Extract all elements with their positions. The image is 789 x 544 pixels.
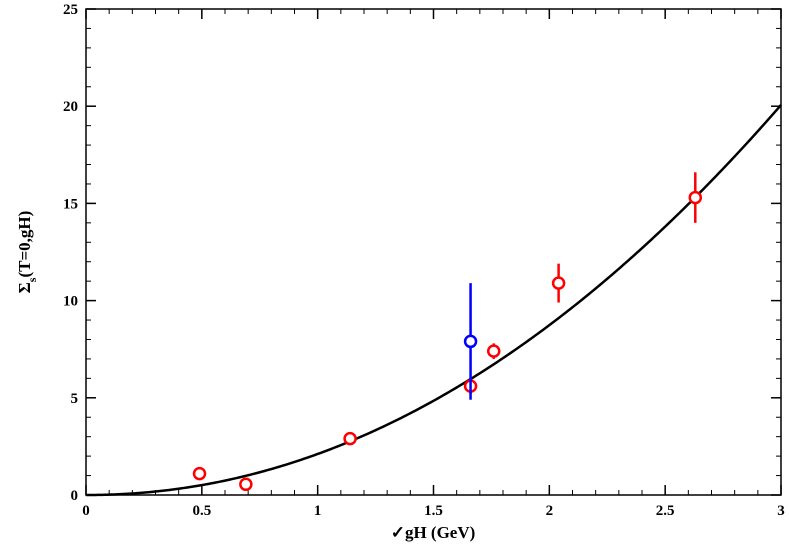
data-point <box>486 344 501 358</box>
x-tick-label: 0 <box>82 503 90 519</box>
x-tick-label: 0.5 <box>192 503 211 519</box>
svg-text:Σs(T=0,gH): Σs(T=0,gH) <box>15 211 39 294</box>
y-axis-title-args: (T=0,gH) <box>15 211 34 278</box>
y-axis-title-subscript: s <box>25 277 39 282</box>
plot-frame <box>85 8 782 496</box>
x-tick-label: 2.5 <box>656 503 675 519</box>
x-axis-title: ✓gH (GeV) <box>391 523 476 542</box>
y-tick-label: 10 <box>63 294 78 310</box>
y-tick-label: 5 <box>71 391 79 407</box>
x-tick-label: 1 <box>314 503 322 519</box>
data-point <box>688 190 703 205</box>
y-axis-title: Σs(T=0,gH) <box>15 211 39 294</box>
data-point <box>239 477 253 492</box>
data-point <box>551 276 566 290</box>
axis-tick-labels: 0 0.5 1 1.5 2 2.5 3 0 5 10 15 20 25 <box>63 2 785 519</box>
data-point <box>192 466 207 481</box>
fit-curve <box>86 104 782 497</box>
y-tick-label: 15 <box>63 196 78 212</box>
data-points <box>192 172 703 492</box>
data-point <box>343 431 357 446</box>
x-tick-label: 3 <box>777 503 785 519</box>
y-axis-title-sigma: Σ <box>15 282 34 293</box>
x-tick-label: 1.5 <box>424 503 443 519</box>
y-tick-label: 25 <box>63 2 78 18</box>
y-tick-label: 0 <box>71 488 79 504</box>
axis-ticks <box>85 8 782 496</box>
y-tick-label: 20 <box>63 99 78 115</box>
data-point <box>463 334 478 349</box>
x-tick-label: 2 <box>546 503 554 519</box>
